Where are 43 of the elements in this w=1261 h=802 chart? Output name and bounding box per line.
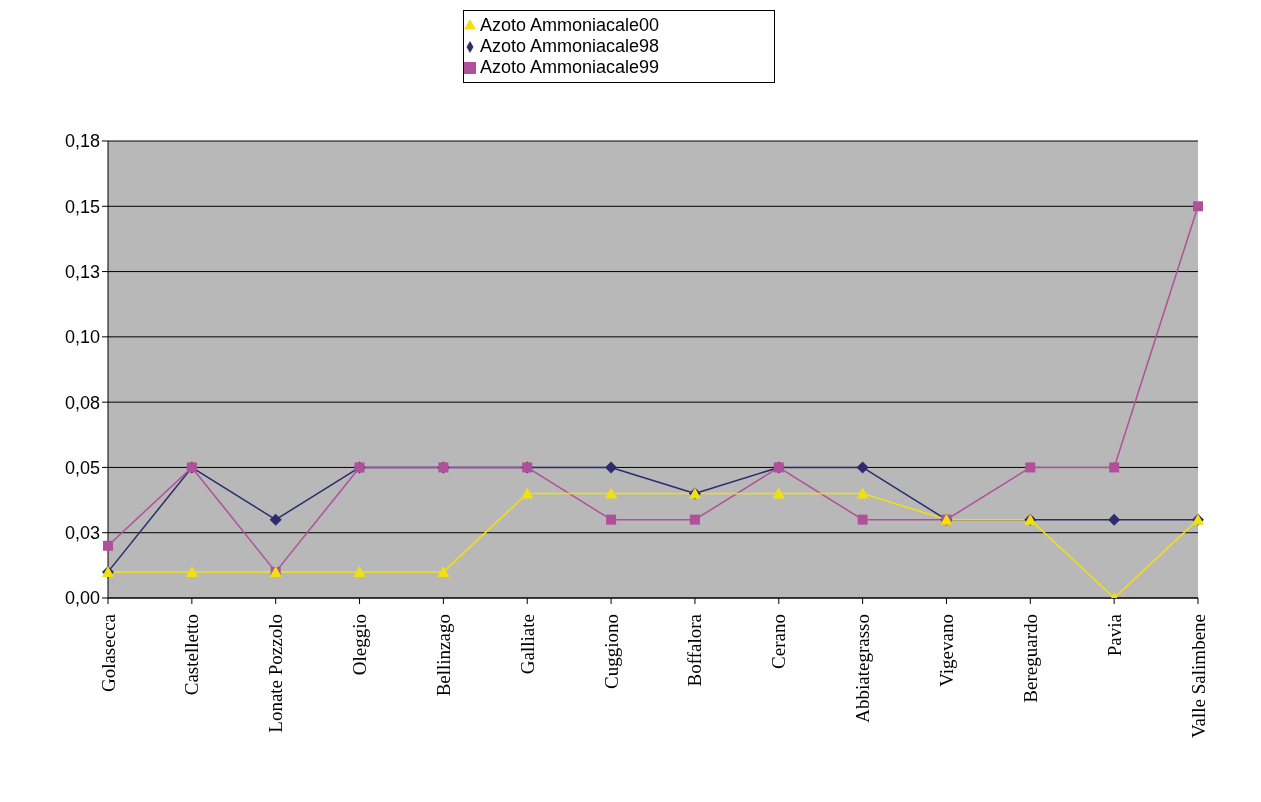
y-tick-label: 0,00	[64, 588, 100, 609]
point	[103, 540, 113, 551]
legend-label: Azoto Ammoniacale98	[480, 36, 660, 56]
x-tick-label: Valle Salimbene	[1187, 614, 1209, 738]
y-tick-label: 0,05	[64, 457, 100, 478]
x-tick-label: Bereguardo	[1019, 614, 1041, 703]
x-tick-label: Oleggio	[349, 614, 371, 676]
point	[689, 514, 700, 525]
point	[1109, 462, 1120, 473]
x-tick-label: Boffalora	[684, 613, 706, 687]
x-tick-label: Golasecca	[97, 613, 119, 693]
y-tick-label: 0,03	[64, 523, 100, 544]
point	[437, 565, 450, 577]
x-tick-label: Galliate	[516, 614, 538, 675]
y-tick-label: 0,10	[64, 327, 100, 348]
y-tick-label: 0,13	[64, 261, 100, 282]
y-tick-label: 0,08	[64, 392, 100, 413]
point	[605, 461, 618, 474]
x-tick-label: Cerano	[768, 614, 790, 669]
y-tick-label: 0,15	[64, 196, 100, 217]
x-tick-label: Lonate Pozzolo	[265, 614, 287, 733]
point	[521, 487, 534, 499]
point	[772, 487, 785, 499]
x-tick-label: Pavia	[1103, 613, 1125, 657]
x-tick-label: Vigevano	[935, 614, 957, 687]
y-tick-label: 0,18	[64, 131, 100, 152]
legend-label: Azoto Ammoniacale00	[480, 15, 660, 35]
x-tick-label: Bellinzago	[432, 614, 454, 697]
point	[605, 487, 618, 499]
point	[1025, 462, 1036, 473]
point	[185, 565, 198, 577]
point	[606, 514, 617, 525]
x-tick-label: Cuggiono	[600, 614, 622, 689]
point	[353, 565, 366, 577]
point	[856, 461, 869, 474]
point	[856, 487, 869, 499]
point	[269, 513, 282, 526]
x-tick-label: Abbiategrasso	[852, 614, 874, 723]
legend-label: Azoto Ammoniacale99	[480, 57, 660, 77]
point	[857, 514, 868, 525]
point	[1193, 201, 1203, 212]
point	[1108, 513, 1121, 526]
x-tick-label: Castelletto	[181, 614, 203, 696]
